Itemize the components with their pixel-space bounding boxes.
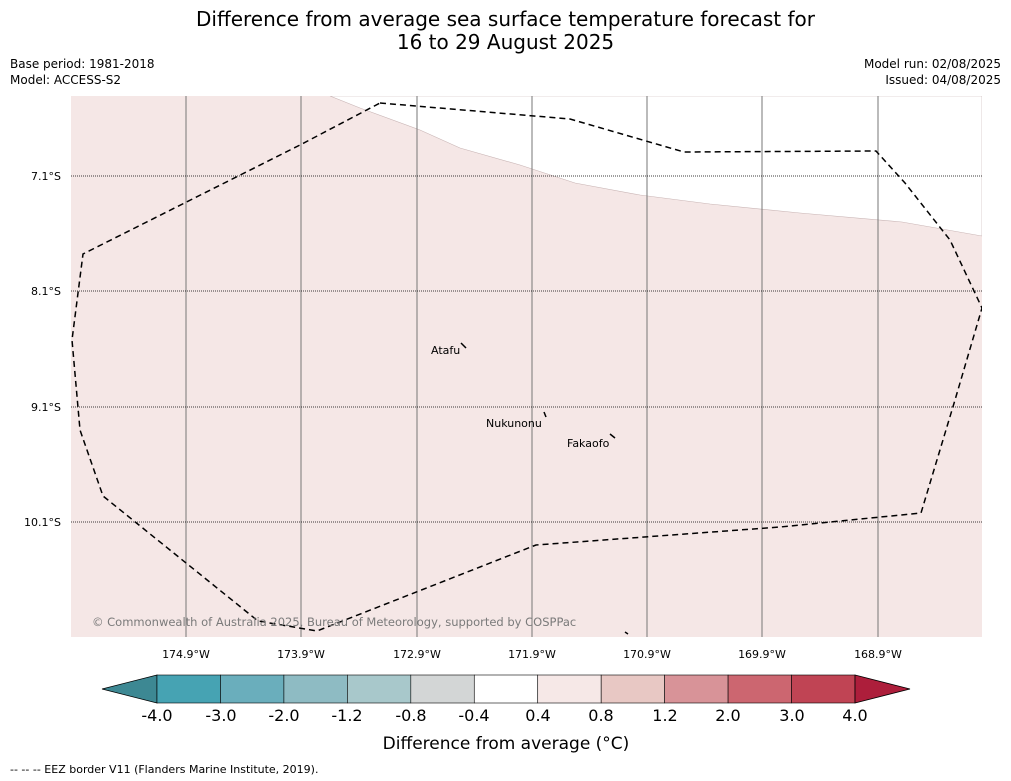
colorbar-segment	[537, 674, 602, 704]
neutral-anomaly-region	[329, 96, 982, 237]
eez-border	[71, 102, 982, 632]
colorbar-tick: -0.8	[395, 706, 426, 725]
atafu-island	[460, 342, 467, 349]
lon-label: 169.9°W	[738, 648, 786, 661]
lon-label: 172.9°W	[393, 648, 441, 661]
colorbar-segment	[600, 674, 665, 704]
colorbar-tick: -1.2	[331, 706, 362, 725]
base-period: Base period: 1981-2018	[10, 57, 155, 71]
map-title-line-2: 16 to 29 August 2025	[396, 30, 615, 54]
lat-label: 9.1°S	[31, 401, 61, 414]
colorbar-tick: 4.0	[842, 706, 867, 725]
colorbar-tick: -3.0	[205, 706, 236, 725]
nukunonu-island	[543, 411, 547, 418]
map-title-line-1: Difference from average sea surface temp…	[195, 7, 815, 31]
lon-label: 173.9°W	[277, 648, 325, 661]
colorbar-segment	[791, 674, 856, 704]
lat-label: 7.1°S	[31, 170, 61, 183]
colorbar-label: Difference from average (°C)	[383, 734, 630, 754]
lon-label: 174.9°W	[162, 648, 210, 661]
colorbar-segment	[283, 674, 348, 704]
colorbar-segment	[727, 674, 792, 704]
model-name: Model: ACCESS-S2	[10, 73, 122, 87]
colorbar-tick: 2.0	[715, 706, 740, 725]
model-run-date: Model run: 02/08/2025	[863, 57, 1001, 71]
colorbar-tick: 0.4	[525, 706, 550, 725]
lon-label: 168.9°W	[854, 648, 902, 661]
colorbar-tick: -2.0	[268, 706, 299, 725]
colorbar-tick: 1.2	[652, 706, 677, 725]
colorbar-segment	[410, 674, 475, 704]
colorbar-segment	[347, 674, 412, 704]
issued-date: Issued: 04/08/2025	[885, 73, 1001, 87]
colorbar-extend-high	[854, 674, 911, 704]
place-label-atafu: Atafu	[431, 344, 460, 357]
place-label-fakaofo: Fakaofo	[567, 437, 610, 450]
eez-legend-note: -- -- -- EEZ border V11 (Flanders Marine…	[10, 763, 319, 776]
colorbar-segment	[220, 674, 285, 704]
colorbar	[101, 674, 911, 704]
colorbar-segment	[473, 674, 539, 704]
colorbar-extend-low	[101, 674, 158, 704]
fakaofo-island	[609, 433, 616, 439]
colorbar-segment	[664, 674, 729, 704]
copyright-text: © Commonwealth of Australia 2025, Bureau…	[92, 615, 576, 629]
lat-label: 8.1°S	[31, 285, 61, 298]
map-area	[71, 96, 982, 637]
colorbar-tick: 0.8	[588, 706, 613, 725]
colorbar-segment	[156, 674, 221, 704]
colorbar-tick: 3.0	[779, 706, 804, 725]
small-island	[624, 631, 629, 635]
colorbar-tick: -0.4	[458, 706, 489, 725]
lon-label: 171.9°W	[508, 648, 556, 661]
lat-label: 10.1°S	[24, 516, 61, 529]
place-label-nukunonu: Nukunonu	[486, 417, 542, 430]
lon-label: 170.9°W	[623, 648, 671, 661]
colorbar-tick: -4.0	[141, 706, 172, 725]
meridian-lines	[185, 96, 879, 637]
